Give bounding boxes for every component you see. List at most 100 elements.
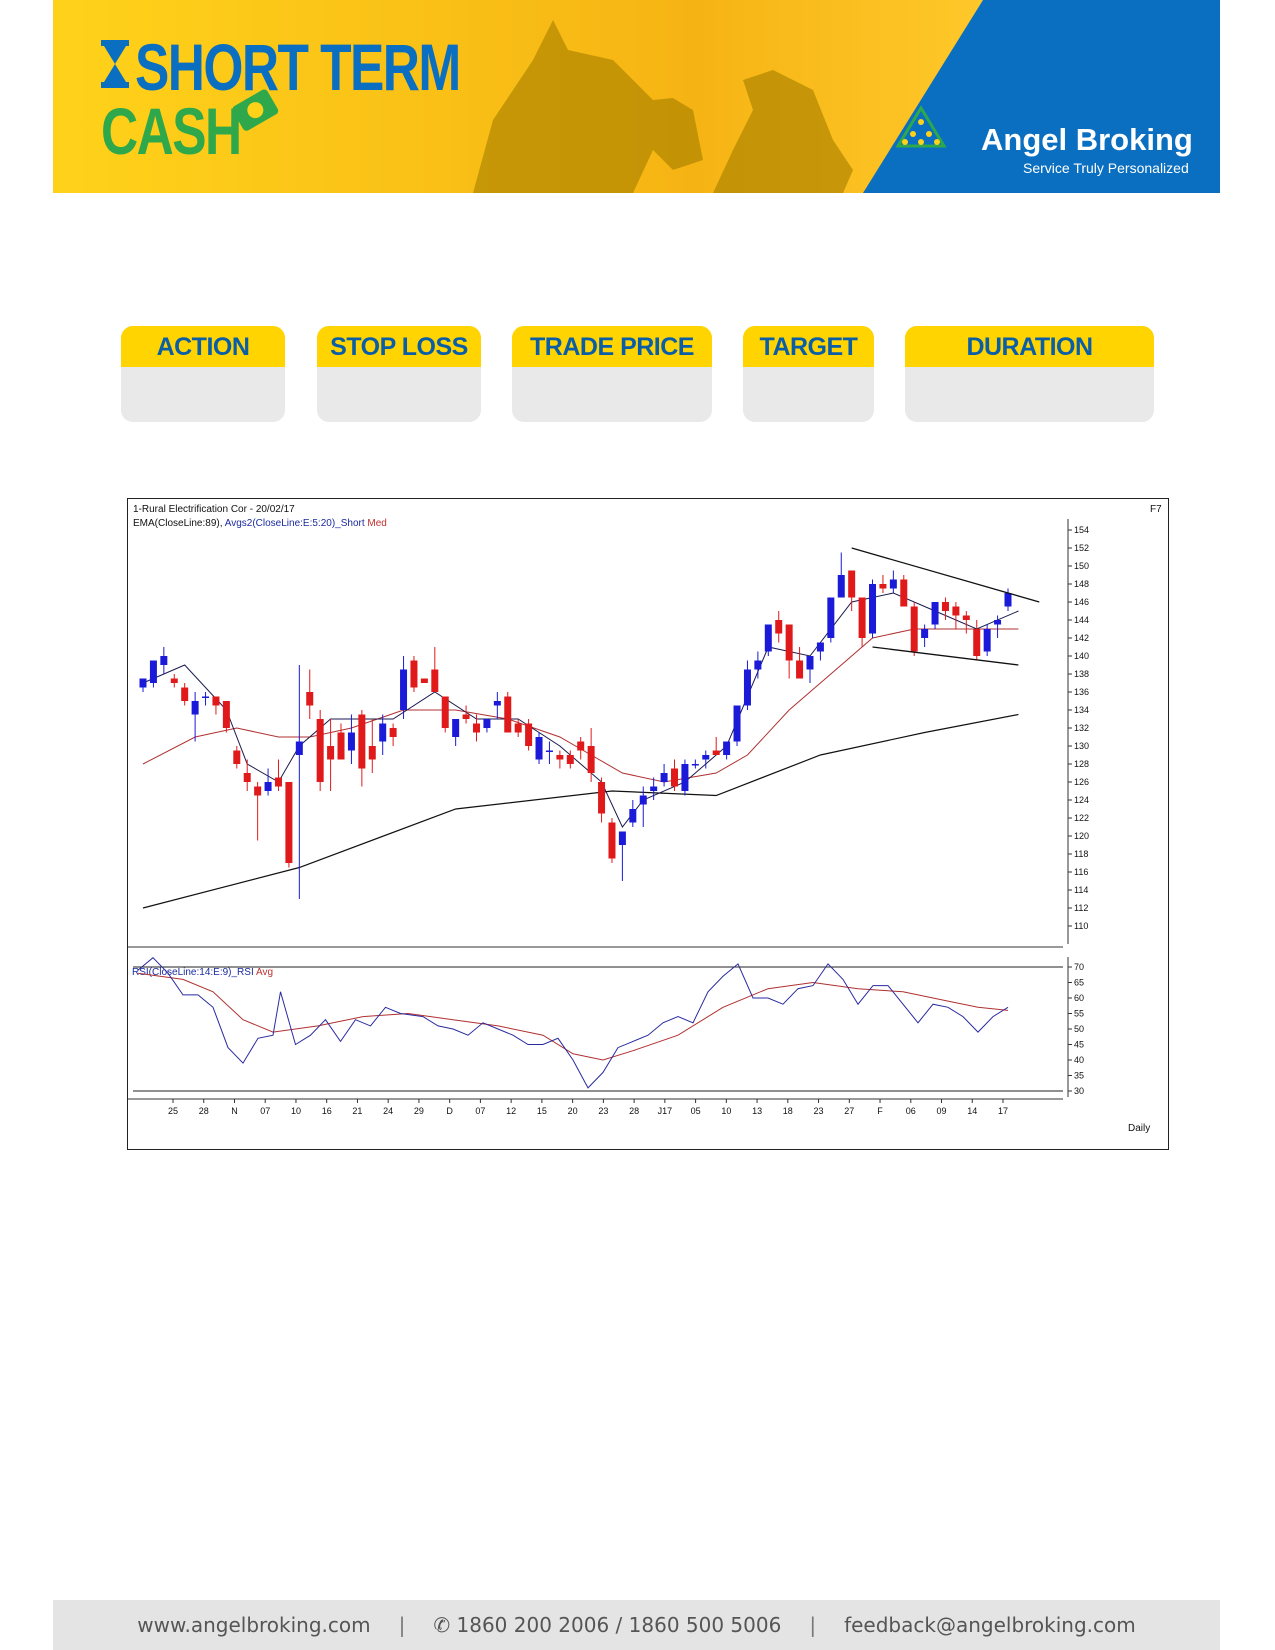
x-tick-label: 06 <box>906 1106 916 1116</box>
price-tick-label: 144 <box>1074 615 1089 625</box>
candle-body <box>525 723 533 746</box>
price-chart: 1-Rural Electrification Cor - 20/02/17 E… <box>127 498 1169 1150</box>
candle-body <box>462 714 470 719</box>
footer: www.angelbroking.com | ✆ 1860 200 2006 /… <box>53 1600 1220 1650</box>
x-tick-label: F <box>877 1106 883 1116</box>
rsi-tick-label: 40 <box>1074 1055 1084 1065</box>
legend-avgs: Avgs2(CloseLine:E:5:20)_Short <box>225 518 368 529</box>
price-tick-label: 114 <box>1074 885 1088 895</box>
company-name: Angel Broking <box>981 122 1193 157</box>
candle-body <box>254 786 262 796</box>
candle-body <box>921 629 929 638</box>
target-card: TARGET <box>743 326 874 422</box>
candle-body <box>608 822 616 859</box>
duration-value <box>905 367 1154 422</box>
candle-body <box>660 773 668 782</box>
price-tick-label: 126 <box>1074 777 1089 787</box>
candle-body <box>274 777 282 787</box>
candle-body <box>316 719 324 782</box>
candle-body <box>160 656 168 665</box>
candle-body <box>233 750 241 764</box>
x-tick-label: J17 <box>658 1106 673 1116</box>
price-tick-label: 150 <box>1074 561 1089 571</box>
candle-body <box>577 741 585 751</box>
candle-body <box>889 579 897 589</box>
footer-email[interactable]: feedback@angelbroking.com <box>844 1613 1136 1637</box>
duration-card: DURATION <box>905 326 1154 422</box>
x-tick-label: 09 <box>937 1106 947 1116</box>
candle-body <box>806 656 814 670</box>
candle-body <box>764 624 772 652</box>
header-banner: SHORT TERM CASH Angel Broking Service Tr… <box>53 0 1220 193</box>
price-tick-label: 112 <box>1074 903 1088 913</box>
candle-body <box>827 597 835 638</box>
rsi-legend-main: RSI(CloseLine:14:E:9)_RSI <box>132 967 256 978</box>
candle-body <box>650 786 658 791</box>
candle-body <box>264 782 272 791</box>
candle-body <box>681 764 689 791</box>
candle-body <box>796 660 804 679</box>
candle-body <box>389 728 397 737</box>
x-tick-label: 23 <box>598 1106 608 1116</box>
price-tick-label: 136 <box>1074 687 1089 697</box>
price-tick-label: 122 <box>1074 813 1089 823</box>
legend-med: Med <box>367 518 386 529</box>
x-tick-label: 17 <box>998 1106 1008 1116</box>
trade-price-header: TRADE PRICE <box>512 326 712 367</box>
candle-body <box>816 642 824 652</box>
rsi-line <box>137 957 1009 1089</box>
rsi-tick-label: 45 <box>1074 1040 1084 1050</box>
candle-body <box>618 831 626 845</box>
x-tick-label: 12 <box>506 1106 516 1116</box>
banner-title: SHORT TERM <box>135 30 461 104</box>
x-tick-label: 15 <box>537 1106 547 1116</box>
rsi-tick-label: 50 <box>1074 1024 1084 1034</box>
x-tick-label: 16 <box>322 1106 332 1116</box>
price-tick-label: 118 <box>1074 849 1088 859</box>
candle-body <box>941 602 949 611</box>
banner-background <box>53 0 1220 193</box>
candle-body <box>504 696 512 733</box>
x-tick-label: 07 <box>260 1106 270 1116</box>
candle-body <box>910 606 918 652</box>
x-tick-label: 25 <box>168 1106 178 1116</box>
price-tick-label: 116 <box>1074 867 1088 877</box>
footer-website[interactable]: www.angelbroking.com <box>137 1613 371 1637</box>
price-tick-label: 130 <box>1074 741 1089 751</box>
price-tick-label: 110 <box>1074 921 1088 931</box>
candle-body <box>202 696 210 698</box>
rsi-tick-label: 65 <box>1074 978 1084 988</box>
rsi-tick-label: 70 <box>1074 962 1084 972</box>
price-tick-label: 154 <box>1074 525 1089 535</box>
upper-trendline <box>851 547 1040 603</box>
candle-body <box>931 602 939 625</box>
candle-body <box>285 782 293 863</box>
candle-body <box>139 678 147 688</box>
hourglass-icon <box>101 40 129 88</box>
candle-body <box>545 750 553 752</box>
candle-body <box>212 696 220 706</box>
footer-phone-number: 1860 200 2006 / 1860 500 5006 <box>456 1613 782 1637</box>
candle-body <box>420 678 428 683</box>
candle-body <box>879 584 887 589</box>
candle-body <box>598 782 606 814</box>
price-tick-label: 120 <box>1074 831 1089 841</box>
x-tick-label: N <box>231 1106 238 1116</box>
footer-phone: ✆ 1860 200 2006 / 1860 500 5006 <box>433 1613 781 1637</box>
candle-body <box>712 750 720 755</box>
candle-body <box>629 809 637 823</box>
candle-body <box>671 768 679 787</box>
candle-body <box>347 732 355 751</box>
candle-body <box>493 701 501 706</box>
x-tick-label: 07 <box>475 1106 485 1116</box>
candle-body <box>848 570 856 598</box>
price-tick-label: 152 <box>1074 543 1089 553</box>
candle-body <box>170 678 178 683</box>
avg-short-line <box>142 592 1019 828</box>
candle-body <box>556 755 564 760</box>
candle-body <box>327 746 335 760</box>
rsi-legend-avg: Avg <box>256 967 273 978</box>
candle-body <box>587 746 595 773</box>
price-tick-label: 148 <box>1074 579 1089 589</box>
footer-separator-2: | <box>809 1613 817 1637</box>
